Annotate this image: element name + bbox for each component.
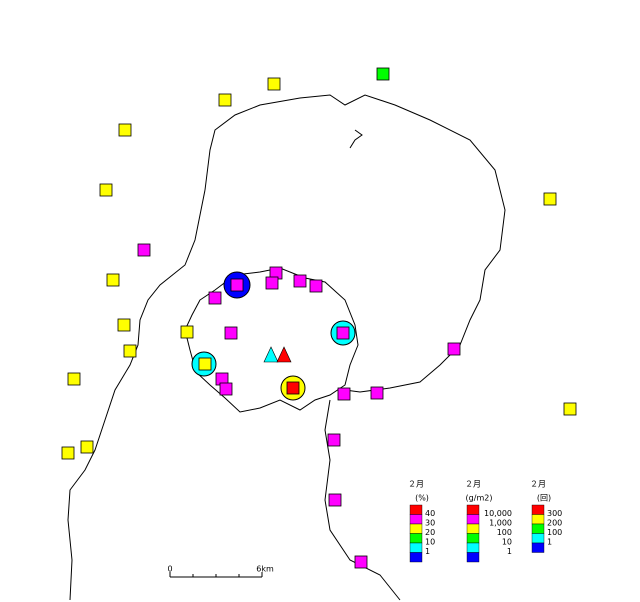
station-marker	[337, 387, 351, 401]
legend-label: 30	[425, 519, 435, 528]
legend-swatch	[466, 542, 480, 553]
station-marker	[61, 446, 75, 460]
station-marker	[327, 433, 341, 447]
station-marker	[293, 274, 307, 288]
legend-label: 200	[547, 519, 562, 528]
station-marker	[286, 381, 300, 395]
legend-label: 20	[425, 528, 435, 537]
legend-label: 1	[507, 547, 512, 556]
legend-swatch	[531, 514, 545, 525]
station-marker	[543, 192, 557, 206]
station-marker	[219, 382, 233, 396]
station-marker	[208, 291, 222, 305]
legend-title: ２月	[465, 480, 481, 489]
legend-label: 1	[547, 538, 552, 547]
station-marker	[267, 77, 281, 91]
station-marker	[447, 342, 461, 356]
legend-label: 300	[547, 509, 562, 518]
legend-title: ２月	[530, 480, 546, 489]
legend-unit: (回)	[537, 494, 551, 503]
station-marker	[336, 326, 350, 340]
legend-swatch	[409, 504, 423, 515]
scale-label: 6km	[256, 565, 274, 574]
coastline	[349, 129, 363, 149]
legend-label: 100	[547, 528, 562, 537]
legend-swatch	[409, 533, 423, 544]
legend-title: ２月	[408, 480, 424, 489]
legend-swatch	[466, 533, 480, 544]
coastline	[204, 94, 506, 393]
legend-swatch	[466, 514, 480, 525]
station-marker	[376, 67, 390, 81]
station-marker	[563, 402, 577, 416]
legend-label: 100	[497, 528, 512, 537]
station-marker	[198, 357, 212, 371]
station-marker	[106, 273, 120, 287]
legend-unit: (g/m2)	[466, 494, 493, 503]
legend-swatch	[466, 552, 480, 563]
legend-swatch	[466, 504, 480, 515]
station-marker	[99, 183, 113, 197]
station-marker	[265, 276, 279, 290]
station-marker	[180, 325, 194, 339]
station-markers	[61, 67, 577, 569]
station-marker	[80, 440, 94, 454]
legend-swatch	[531, 523, 545, 534]
station-marker	[218, 93, 232, 107]
legend-label: 10,000	[484, 509, 512, 518]
legend-swatch	[531, 504, 545, 515]
crater-marker	[263, 346, 279, 363]
scale-label: 0	[167, 565, 172, 574]
station-marker	[67, 372, 81, 386]
coastline	[67, 189, 206, 601]
legend-swatch	[531, 533, 545, 544]
station-marker	[123, 344, 137, 358]
legend-label: 1,000	[489, 519, 512, 528]
station-marker	[224, 326, 238, 340]
legend-swatch	[466, 523, 480, 534]
scale-bar	[169, 572, 263, 578]
station-marker	[328, 493, 342, 507]
station-marker	[370, 386, 384, 400]
station-marker	[137, 243, 151, 257]
legend-label: 40	[425, 509, 435, 518]
legend-swatch	[409, 552, 423, 563]
coastline	[324, 399, 401, 601]
legend-label: 10	[502, 538, 512, 547]
legend-swatch	[409, 514, 423, 525]
station-marker	[118, 123, 132, 137]
station-marker	[117, 318, 131, 332]
legend-swatch	[409, 523, 423, 534]
crater-marker	[276, 346, 292, 363]
station-marker	[309, 279, 323, 293]
station-marker	[354, 555, 368, 569]
legend-swatch	[531, 542, 545, 553]
legend-label: 1	[425, 547, 430, 556]
legend-unit: (%)	[415, 494, 429, 503]
legends: ２月(%)403020101２月(g/m2)10,0001,000100101２…	[408, 480, 562, 563]
station-marker	[230, 278, 244, 292]
legend-label: 10	[425, 538, 435, 547]
legend-swatch	[409, 542, 423, 553]
island-outline	[184, 267, 359, 413]
